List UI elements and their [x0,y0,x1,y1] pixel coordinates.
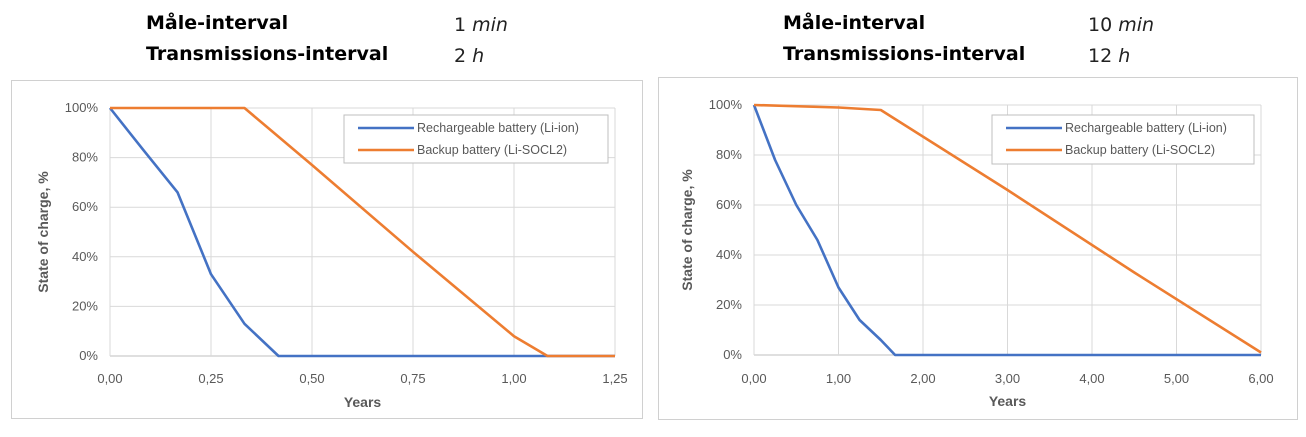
y-tick-label: 40% [716,247,742,262]
x-tick-label: 0,25 [198,371,223,386]
series-line [752,104,1261,357]
measure-interval-label: Måle-interval [783,12,926,34]
transmission-interval-number: 2 [454,45,467,67]
y-tick-label: 100% [709,97,743,112]
transmission-interval-value: 12 h [1088,45,1130,67]
transmission-interval-number: 12 [1088,45,1113,67]
right-panel: Måle-interval 10 min Transmissions-interv… [650,0,1306,437]
chart-left: 0% 20% 40% 60% 80% 100% 0,00 0,25 0,50 0,75 1,00 1,… [35,100,628,410]
x-axis-title: Years [989,393,1027,409]
y-tick-label: 60% [72,199,98,214]
x-tick-label: 0,75 [400,371,425,386]
measure-interval-number: 1 [454,14,467,36]
x-tick-label: 4,00 [1079,371,1104,386]
y-tick-label: 40% [72,249,98,264]
y-tick-label: 60% [716,197,742,212]
x-tick-label: 0,50 [299,371,324,386]
series-line [753,103,1262,354]
y-tick-label: 0% [79,348,98,363]
y-tick-label: 0% [723,347,742,362]
transmission-interval-unit: h [472,45,485,67]
legend-entry: Rechargeable battery (Li-ion) [1065,121,1227,135]
chart-frame-left: 0% 20% 40% 60% 80% 100% 0,00 0,25 0,50 0,75 1,00 1,… [11,80,643,419]
series-line [110,106,615,358]
legend-box [343,114,609,164]
x-tick-label: 6,00 [1248,371,1273,386]
y-tick-label: 20% [716,297,742,312]
y-tick-label: 80% [716,147,742,162]
measure-interval-value: 1 min [454,14,508,36]
x-tick-label: 3,00 [995,371,1020,386]
x-tick-label: 1,00 [501,371,526,386]
legend-entry: Backup battery (Li-SOCL2) [417,143,567,157]
y-tick-label: 20% [72,298,98,313]
transmission-interval-label: Transmissions-interval [146,43,389,65]
x-tick-label: 0,00 [97,371,122,386]
measure-interval-unit: min [1118,14,1155,36]
series-line [108,107,615,358]
measure-interval-unit: min [472,14,508,36]
legend-entry: Rechargeable battery (Li-ion) [417,121,579,135]
y-tick-label: 80% [72,150,98,165]
x-tick-label: 2,00 [910,371,935,386]
x-tick-label: 5,00 [1164,371,1189,386]
legend-entry: Backup battery (Li-SOCL2) [1065,143,1215,157]
measure-interval-label: Måle-interval [146,12,289,34]
chart-right: 0% 20% 40% 60% 80% 100% 0,00 1,00 2,00 3,00 4,00 5,… [679,97,1274,409]
y-tick-label: 100% [65,100,99,115]
x-tick-label: 0,00 [741,371,766,386]
measure-interval-value: 10 min [1088,14,1154,36]
measure-interval-number: 10 [1088,14,1113,36]
left-panel: Måle-interval 1 min Transmissions-interva… [0,0,650,437]
chart-frame-right: 0% 20% 40% 60% 80% 100% 0,00 1,00 2,00 3,00 4,00 5,… [658,77,1298,420]
x-tick-label: 1,00 [826,371,851,386]
y-axis-title: State of charge, % [679,169,695,291]
transmission-interval-label: Transmissions-interval [783,43,1026,65]
transmission-interval-unit: h [1118,45,1131,67]
x-axis-title: Years [344,394,382,410]
y-axis-title: State of charge, % [35,171,51,293]
x-tick-label: 1,25 [602,371,627,386]
legend-box [991,114,1255,165]
